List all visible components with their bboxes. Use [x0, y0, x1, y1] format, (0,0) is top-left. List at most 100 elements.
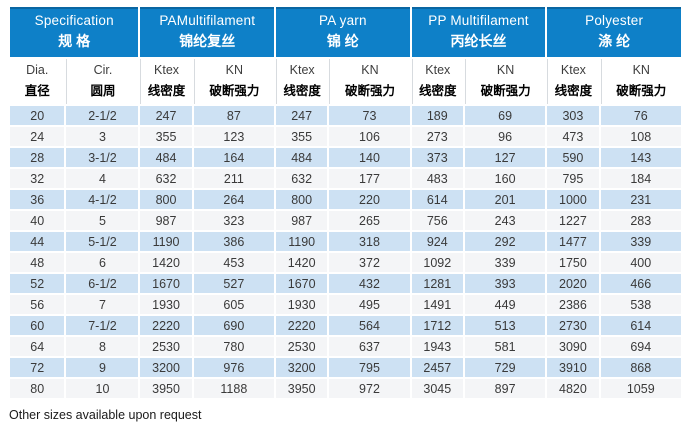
table-cell: 44 — [10, 232, 65, 251]
subheader-label-en: Ktex — [289, 63, 315, 77]
table-cell: 483 — [411, 169, 463, 188]
table-cell: 2220 — [276, 316, 328, 335]
header-label-zh: 锦纶复丝 — [179, 33, 236, 49]
header-label-zh: 涤 纶 — [598, 33, 631, 49]
table-cell: 614 — [600, 316, 681, 335]
table-cell: 73 — [329, 106, 410, 125]
subheader-label-en: Dia. — [26, 63, 49, 77]
header-label-zh: 丙纶长丝 — [450, 33, 507, 49]
table-cell: 1943 — [411, 337, 463, 356]
table-cell: 76 — [600, 106, 681, 125]
column-header-ktex: Ktex 线密度 — [140, 59, 192, 104]
header-label-en: Polyester — [585, 13, 644, 28]
column-header-ktex: Ktex 线密度 — [411, 59, 463, 104]
table-cell: 96 — [464, 127, 546, 146]
subheader-label-en: KN — [496, 63, 515, 77]
table-cell: 372 — [329, 253, 410, 272]
table-row: 36 4-1/2 800 264 800 220 614 201 1000 231 — [10, 190, 681, 209]
column-group-pp-multifilament: PP Multifilament 丙纶长丝 — [411, 7, 546, 57]
table-cell: 449 — [464, 295, 546, 314]
table-cell: 590 — [547, 148, 599, 167]
table-cell: 87 — [193, 106, 275, 125]
table-cell: 56 — [10, 295, 65, 314]
table-cell: 3 — [66, 127, 139, 146]
table-cell: 495 — [329, 295, 410, 314]
table-body: 20 2-1/2 247 87 247 73 189 69 303 76 24 3 355 123 355 1… — [10, 106, 681, 398]
table-cell: 7-1/2 — [66, 316, 139, 335]
table-cell: 564 — [329, 316, 410, 335]
header-label-zh: 规 格 — [58, 33, 91, 49]
subheader-label-en: Ktex — [425, 63, 451, 77]
table-cell: 538 — [600, 295, 681, 314]
table-cell: 1670 — [140, 274, 192, 293]
table-cell: 800 — [276, 190, 328, 209]
subheader-label-zh: 破断强力 — [616, 84, 667, 98]
table-cell: 339 — [464, 253, 546, 272]
table-cell: 400 — [600, 253, 681, 272]
table-cell: 211 — [193, 169, 275, 188]
header-label-en: PP Multifilament — [428, 13, 529, 28]
table-cell: 184 — [600, 169, 681, 188]
table-cell: 3200 — [140, 358, 192, 377]
table-cell: 6-1/2 — [66, 274, 139, 293]
table-cell: 303 — [547, 106, 599, 125]
subheader-label-zh: 圆周 — [90, 84, 116, 98]
table-cell: 386 — [193, 232, 275, 251]
table-cell: 1712 — [411, 316, 463, 335]
table-cell: 972 — [329, 379, 410, 398]
table-cell: 2457 — [411, 358, 463, 377]
table-cell: 247 — [276, 106, 328, 125]
table-cell: 24 — [10, 127, 65, 146]
footer-note: Other sizes available upon request — [9, 408, 202, 422]
table-cell: 4820 — [547, 379, 599, 398]
table-cell: 795 — [547, 169, 599, 188]
table-cell: 3200 — [276, 358, 328, 377]
subheader-label-en: KN — [361, 63, 379, 77]
table-row: 24 3 355 123 355 106 273 96 473 108 — [10, 127, 681, 146]
table-cell: 160 — [464, 169, 546, 188]
table-row: 44 5-1/2 1190 386 1190 318 924 292 1477 339 — [10, 232, 681, 251]
table-cell: 4-1/2 — [66, 190, 139, 209]
column-header-dia: Dia. 直径 — [10, 59, 65, 104]
table-cell: 3045 — [411, 379, 463, 398]
table-cell: 60 — [10, 316, 65, 335]
column-header-ktex: Ktex 线密度 — [547, 59, 599, 104]
table-cell: 1190 — [276, 232, 328, 251]
table-cell: 484 — [140, 148, 192, 167]
table-cell: 1477 — [547, 232, 599, 251]
subheader-label-en: Cir. — [93, 63, 113, 77]
table-cell: 6 — [66, 253, 139, 272]
table-cell: 1670 — [276, 274, 328, 293]
table-cell: 1281 — [411, 274, 463, 293]
subheader-label-zh: 破断强力 — [209, 84, 260, 98]
header-label-en: Specification — [34, 13, 114, 28]
table-cell: 9 — [66, 358, 139, 377]
table-cell: 108 — [600, 127, 681, 146]
subheader-label-zh: 直径 — [24, 84, 50, 98]
subheader-label-zh: 破断强力 — [480, 84, 531, 98]
table-cell: 72 — [10, 358, 65, 377]
table-cell: 780 — [193, 337, 275, 356]
subheader-label-zh: 线密度 — [147, 84, 186, 98]
table-cell: 690 — [193, 316, 275, 335]
table-cell: 527 — [193, 274, 275, 293]
subheader-label-zh: 破断强力 — [344, 84, 395, 98]
table-cell: 339 — [600, 232, 681, 251]
table-cell: 432 — [329, 274, 410, 293]
table-cell: 637 — [329, 337, 410, 356]
subheader-label-en: KN — [225, 63, 244, 77]
table-cell: 2020 — [547, 274, 599, 293]
table-cell: 40 — [10, 211, 65, 230]
table-cell: 393 — [464, 274, 546, 293]
table-cell: 1188 — [193, 379, 275, 398]
table-cell: 2220 — [140, 316, 192, 335]
table-cell: 800 — [140, 190, 192, 209]
table-row: 48 6 1420 453 1420 372 1092 339 1750 400 — [10, 253, 681, 272]
table-cell: 473 — [547, 127, 599, 146]
column-header-ktex: Ktex 线密度 — [276, 59, 328, 104]
subheader-label-zh: 线密度 — [419, 84, 457, 98]
table-row: 72 9 3200 976 3200 795 2457 729 3910 868 — [10, 358, 681, 377]
table-cell: 453 — [193, 253, 275, 272]
table-cell: 283 — [600, 211, 681, 230]
